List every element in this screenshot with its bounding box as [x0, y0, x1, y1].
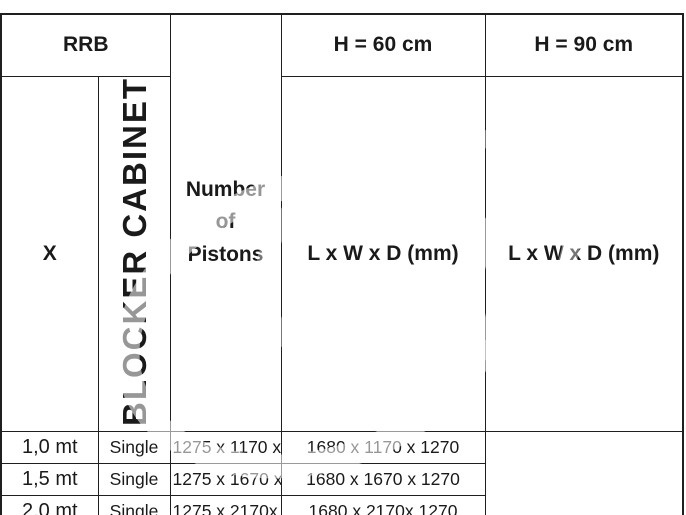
h60-header: H = 60 cm [280, 13, 486, 77]
lwd-header-90: L x W x D (mm) [484, 75, 684, 432]
h90-header: H = 90 cm [484, 13, 684, 77]
h60-dimensions-cell: 1275 x 2170x 975 [169, 494, 282, 515]
header-row-1: RRB Number of Pistons H = 60 cm H = 90 c… [0, 13, 684, 432]
rrb-header: RRB [0, 13, 171, 77]
pistons-header-line-2: of [215, 210, 236, 234]
pistons-value-cell: Single [97, 430, 171, 464]
blocker-cabinet-cell: BLOCKER CABINET [97, 75, 171, 432]
x-value-cell: 2,0 mt [0, 494, 99, 515]
x-value-cell: 1,5 mt [0, 462, 99, 496]
h60-dimensions-cell: 1275 x 1670 x 975 [169, 462, 282, 496]
blocker-cabinet-spec-table: RRB Number of Pistons H = 60 cm H = 90 c… [0, 13, 684, 515]
h60-dimensions-cell: 1275 x 1170 x 975 [169, 430, 282, 464]
blocker-cabinet-spec-page: RRB Number of Pistons H = 60 cm H = 90 c… [0, 13, 686, 515]
table-row: 1,5 mt Single 1275 x 1670 x 975 1680 x 1… [0, 462, 683, 496]
lwd-header-60: L x W x D (mm) [280, 75, 486, 432]
x-header: X [0, 75, 99, 432]
x-value-cell: 1,0 mt [0, 430, 99, 464]
h90-dimensions-cell: 1680 x 2170x 1270 [280, 494, 486, 515]
header-row-2: X BLOCKER CABINET L x W x D (mm) L x W x… [0, 75, 684, 432]
pistons-header-line-3: Pistons [187, 243, 264, 267]
pistons-header-line-1: Number [185, 177, 266, 201]
blocker-cabinet-vertical-label: BLOCKER CABINET [115, 76, 153, 426]
pistons-value-cell: Single [97, 462, 171, 496]
pistons-header: Number of Pistons [169, 13, 282, 432]
table-row: 1,0 mt Single 1275 x 1170 x 975 1680 x 1… [0, 430, 683, 464]
h90-dimensions-cell: 1680 x 1170 x 1270 [280, 430, 486, 464]
table-row: 2,0 mt Single 1275 x 2170x 975 1680 x 21… [0, 494, 683, 515]
h90-dimensions-cell: 1680 x 1670 x 1270 [280, 462, 486, 496]
pistons-value-cell: Single [97, 494, 171, 515]
